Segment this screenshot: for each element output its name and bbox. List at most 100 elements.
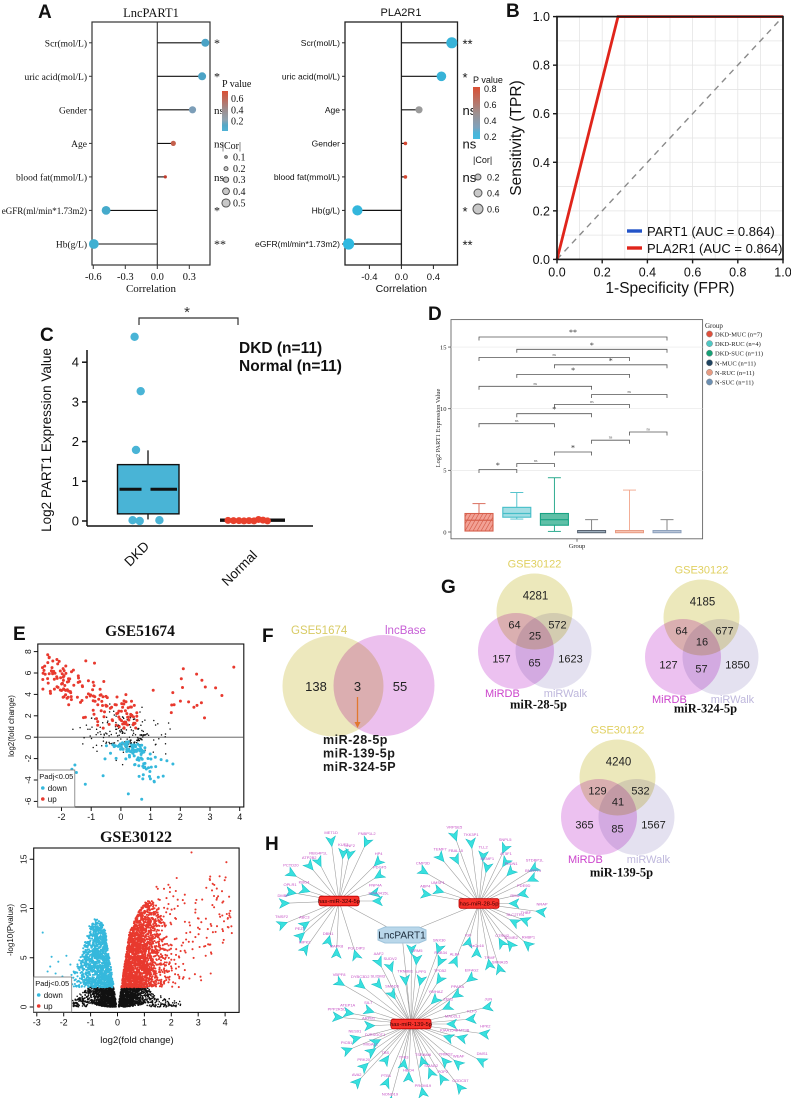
svg-text:ns: ns — [590, 399, 594, 404]
svg-text:0.2: 0.2 — [533, 204, 550, 218]
svg-text:1.0: 1.0 — [774, 265, 791, 279]
svg-text:*: * — [463, 204, 468, 219]
svg-text:MAD2L1: MAD2L1 — [445, 1014, 461, 1019]
svg-text:HBO4: HBO4 — [403, 1068, 415, 1073]
svg-text:ns: ns — [534, 381, 538, 386]
svg-text:H: H — [265, 834, 279, 855]
svg-text:Sensitivity (TPR): Sensitivity (TPR) — [508, 80, 525, 195]
svg-text:ARPB1: ARPB1 — [362, 1015, 376, 1020]
svg-text:IGF: IGF — [465, 933, 472, 938]
svg-text:SMAD2: SMAD2 — [424, 1063, 439, 1068]
svg-text:5: 5 — [443, 468, 446, 475]
svg-text:0: 0 — [72, 514, 79, 529]
svg-text:0.6: 0.6 — [684, 265, 701, 279]
svg-text:PCTD20: PCTD20 — [283, 863, 299, 868]
svg-text:0.6: 0.6 — [533, 107, 550, 121]
svg-text:PbDN1: PbDN1 — [505, 861, 519, 866]
svg-text:FNP4A: FNP4A — [369, 883, 382, 888]
svg-text:AT5F1: AT5F1 — [500, 851, 512, 856]
svg-text:3: 3 — [207, 812, 212, 822]
svg-text:0.4: 0.4 — [427, 272, 440, 283]
svg-text:has-miR-28-5p: has-miR-28-5p — [460, 902, 500, 908]
svg-text:3: 3 — [72, 394, 79, 409]
svg-text:PGLDIP3: PGLDIP3 — [348, 945, 366, 950]
svg-text:DYBC3D2: DYBC3D2 — [351, 974, 370, 979]
svg-text:PEZ7: PEZ7 — [295, 926, 306, 931]
svg-text:0.2: 0.2 — [594, 265, 611, 279]
svg-text:HIPK2: HIPK2 — [299, 939, 311, 944]
svg-text:PPP2R5C: PPP2R5C — [328, 1007, 346, 1012]
svg-text:FBAL15: FBAL15 — [448, 848, 463, 853]
svg-text:up: up — [48, 795, 57, 804]
svg-text:8: 8 — [23, 649, 33, 654]
svg-text:ns: ns — [628, 389, 632, 394]
svg-text:Padj<0.05: Padj<0.05 — [35, 979, 69, 988]
svg-text:4: 4 — [23, 692, 33, 697]
svg-text:-2: -2 — [23, 755, 33, 763]
svg-text:RBG4P1L: RBG4P1L — [309, 851, 328, 856]
svg-text:0.8: 0.8 — [484, 84, 497, 94]
svg-text:2: 2 — [23, 713, 33, 718]
svg-text:-6: -6 — [23, 797, 33, 805]
svg-text:TKK3P1: TKK3P1 — [464, 832, 480, 837]
svg-text:2: 2 — [169, 1017, 174, 1027]
svg-text:0.5: 0.5 — [233, 199, 246, 210]
svg-text:**: ** — [214, 237, 226, 251]
svg-text:PLA2R1: PLA2R1 — [381, 7, 422, 19]
svg-text:GRM5: GRM5 — [411, 948, 423, 953]
svg-text:4: 4 — [237, 812, 242, 822]
svg-text:STDBP1L: STDBP1L — [526, 858, 545, 863]
svg-text:1.0: 1.0 — [533, 10, 550, 24]
svg-text:-2: -2 — [57, 812, 65, 822]
svg-text:N-SUC (n=11): N-SUC (n=11) — [715, 380, 754, 387]
svg-text:*: * — [214, 69, 220, 83]
svg-text:Age: Age — [71, 140, 87, 150]
svg-text:0.2: 0.2 — [484, 132, 497, 142]
svg-text:miR-324-5P: miR-324-5P — [323, 760, 396, 774]
svg-text:DJRSG0T1: DJRSG0T1 — [365, 1032, 386, 1037]
svg-text:365: 365 — [575, 820, 593, 832]
svg-text:0.3: 0.3 — [233, 175, 246, 186]
svg-text:*: * — [571, 366, 575, 375]
svg-text:*: * — [590, 341, 594, 350]
svg-text:N-MUC (n=11): N-MUC (n=11) — [715, 360, 756, 367]
svg-text:ABC3: ABC3 — [299, 915, 310, 920]
svg-text:*: * — [496, 461, 500, 470]
svg-text:3: 3 — [354, 679, 361, 694]
svg-text:16: 16 — [696, 637, 708, 649]
svg-text:ns: ns — [534, 458, 538, 463]
svg-text:TRNBB1: TRNBB1 — [397, 969, 414, 974]
svg-text:CTRM2: CTRM2 — [495, 933, 510, 938]
svg-text:DMBP: DMBP — [278, 893, 290, 898]
svg-text:RAB34: RAB34 — [434, 950, 447, 955]
svg-text:lncBase: lncBase — [385, 625, 426, 637]
svg-text:0.8: 0.8 — [729, 265, 746, 279]
svg-text:Scr(mol/L): Scr(mol/L) — [45, 38, 87, 49]
svg-text:P value: P value — [222, 79, 252, 90]
svg-text:miR-139-5p: miR-139-5p — [323, 747, 395, 761]
svg-text:Correlation: Correlation — [126, 283, 177, 295]
svg-text:0.2: 0.2 — [487, 173, 500, 183]
svg-text:E: E — [13, 624, 26, 645]
svg-text:DKD-SUC (n=11): DKD-SUC (n=11) — [715, 351, 763, 358]
svg-text:*: * — [609, 356, 613, 365]
svg-text:127: 127 — [659, 660, 677, 672]
svg-text:NES91: NES91 — [349, 1028, 362, 1033]
svg-text:4: 4 — [72, 355, 79, 370]
svg-text:25: 25 — [529, 631, 541, 643]
svg-text:**: ** — [569, 328, 577, 337]
svg-text:GSE30122: GSE30122 — [100, 829, 172, 846]
svg-text:TMSF2: TMSF2 — [275, 914, 289, 919]
svg-text:YWHAZ: YWHAZ — [428, 989, 443, 994]
svg-text:LncPART1: LncPART1 — [123, 6, 179, 20]
svg-text:*: * — [571, 444, 575, 453]
svg-text:ns: ns — [609, 435, 613, 440]
svg-text:5: 5 — [19, 955, 29, 960]
svg-text:miRWalk: miRWalk — [627, 854, 671, 866]
svg-text:DKD (n=11): DKD (n=11) — [239, 340, 322, 357]
svg-text:GSE30122: GSE30122 — [591, 725, 645, 737]
svg-text:Hb(g/L): Hb(g/L) — [56, 240, 87, 251]
svg-text:TRMD2: TRMD2 — [439, 1052, 454, 1057]
svg-text:**: ** — [463, 238, 473, 253]
svg-text:PROM19: PROM19 — [415, 1083, 432, 1088]
